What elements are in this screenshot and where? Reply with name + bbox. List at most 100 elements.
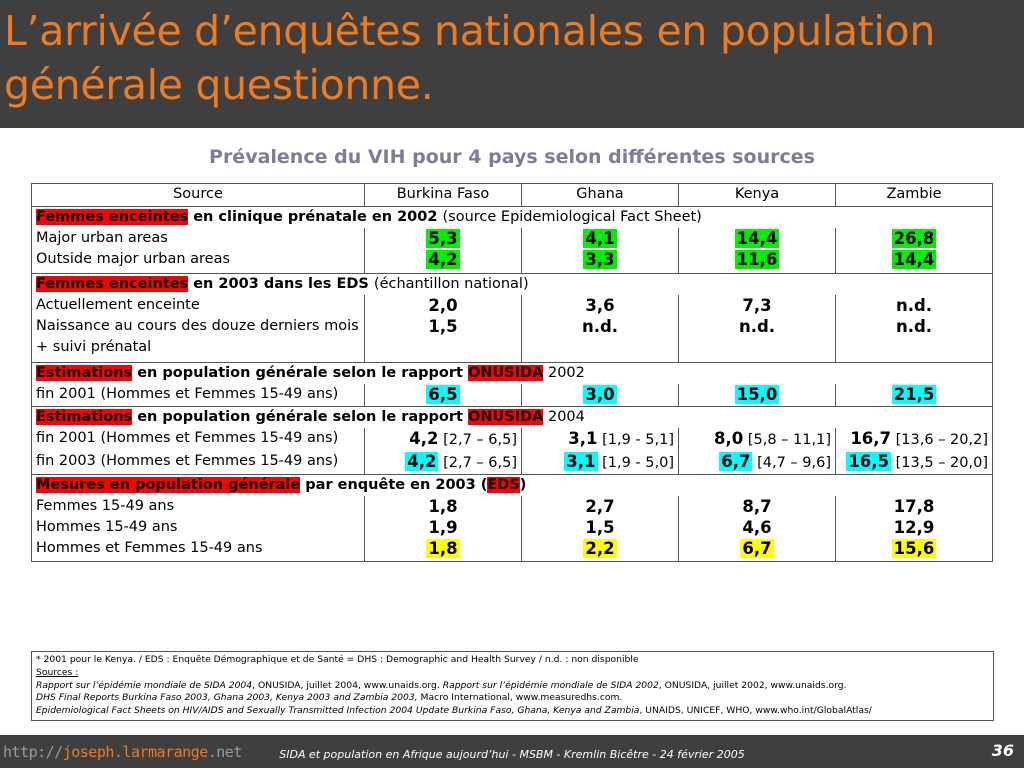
cell-value: 16,5 [846, 452, 892, 471]
footnotes: * 2001 pour le Kenya. / EDS : Enquête Dé… [31, 651, 994, 721]
row-label: Actuellement enceinte [31, 295, 365, 316]
section-highlight: Mesures en population générale [36, 477, 301, 493]
cell-range: [1,9 - 5,1] [597, 432, 674, 448]
cell-value: 14,4 [891, 250, 937, 269]
cell-value: 2,2 [583, 539, 617, 558]
row-label: fin 2003 (Hommes et Femmes 15-49 ans) [31, 451, 365, 475]
col-header-ghana: Ghana [521, 183, 679, 207]
section-highlight: Femmes enceintes [36, 209, 189, 225]
cell-value: 1,9 [364, 517, 522, 538]
row-label: Outside major urban areas [31, 249, 365, 274]
cell-value: 1,8 [426, 539, 460, 558]
cell-value: 4,1 [583, 229, 617, 248]
cell-range: [2,7 – 6,5] [438, 455, 517, 471]
page-number: 36 [991, 741, 1014, 760]
cell-value: 3,1 [564, 452, 598, 471]
sources-label: Sources : [36, 666, 79, 678]
cell-value: 16,7 [850, 429, 892, 448]
cell-value: 17,8 [835, 496, 993, 517]
cell-value: 11,6 [734, 250, 780, 269]
cell-value: n.d. [835, 295, 993, 316]
cell-range: [2,7 – 6,5] [438, 432, 517, 448]
cell-value: 6,5 [426, 385, 460, 404]
section-highlight-source: ONUSIDA [468, 365, 544, 381]
cell-range: [13,5 – 20,0] [891, 455, 988, 471]
cell-value: 1,5 [521, 517, 679, 538]
section-highlight: Estimations [36, 409, 133, 425]
cell-value: 3,3 [583, 250, 617, 269]
footer-text: SIDA et population en Afrique aujourd’hu… [279, 748, 745, 761]
table-row: Actuellement enceinte 2,0 3,6 7,3 n.d. [31, 295, 993, 316]
cell-value: 7,3 [678, 295, 836, 316]
row-label: Hommes et Femmes 15-49 ans [31, 538, 365, 562]
col-header-kenya: Kenya [678, 183, 836, 207]
section-close: ) [519, 477, 527, 493]
row-label: Femmes 15-49 ans [31, 496, 365, 517]
cell-value: 2,0 [364, 295, 522, 316]
cell-value: 5,3 [426, 229, 460, 248]
cell-range: [4,7 – 9,6] [752, 455, 831, 471]
cell-value: 4,2 [405, 452, 439, 471]
cell-value: 12,9 [835, 517, 993, 538]
section-header: Femmes enceintes en clinique prénatale e… [31, 206, 993, 228]
table-row: Major urban areas 5,3 4,1 14,4 26,8 [31, 228, 993, 249]
cell-value: 4,2 [409, 429, 439, 448]
cell-value: 1,5 [364, 316, 522, 363]
row-label: fin 2001 (Hommes et Femmes 15-49 ans) [31, 384, 365, 407]
section-header: Estimations en population générale selon… [31, 362, 993, 384]
footer-bar [0, 735, 1024, 768]
cell-range: [5,8 – 11,1] [743, 432, 831, 448]
row-label: fin 2001 (Hommes et Femmes 15-49 ans) [31, 428, 365, 451]
col-header-zambie: Zambie [835, 183, 993, 207]
table-row: Hommes et Femmes 15-49 ans 1,8 2,2 6,7 1… [31, 538, 993, 562]
section-header: Mesures en population générale par enquê… [31, 474, 993, 496]
table-row: Hommes 15-49 ans 1,9 1,5 4,6 12,9 [31, 517, 993, 538]
table-row: Femmes 15-49 ans 1,8 2,7 8,7 17,8 [31, 496, 993, 517]
section-highlight-source: EDS [487, 477, 520, 493]
cell-value: 3,0 [583, 385, 617, 404]
col-header-burkina: Burkina Faso [364, 183, 522, 207]
table-row: Outside major urban areas 4,2 3,3 11,6 1… [31, 249, 993, 274]
cell-range: [1,9 - 5,0] [597, 455, 674, 471]
section-highlight: Estimations [36, 365, 133, 381]
cell-value: 14,4 [734, 229, 780, 248]
col-header-source: Source [31, 183, 365, 207]
cell-value: 26,8 [891, 229, 937, 248]
cell-value: 8,7 [678, 496, 836, 517]
row-label: Hommes 15-49 ans [31, 517, 365, 538]
source-line: Epidemiological Fact Sheets on HIV/AIDS … [36, 705, 872, 717]
source-line: Rapport sur l’épidémie mondiale de SIDA … [36, 679, 847, 691]
section-header: Estimations en population générale selon… [31, 406, 993, 428]
cell-value: 21,5 [891, 385, 937, 404]
section-note: (source Epidemiological Fact Sheet) [442, 209, 702, 225]
footnote-line: * 2001 pour le Kenya. / EDS : Enquête Dé… [36, 654, 639, 665]
section-header: Femmes enceintes en 2003 dans les EDS (é… [31, 273, 993, 295]
section-title: en population générale selon le rapport [132, 409, 469, 425]
section-title: en population générale selon le rapport [132, 365, 469, 381]
table-row: fin 2001 (Hommes et Femmes 15-49 ans) 6,… [31, 384, 993, 407]
site-url[interactable]: http://joseph.larmarange.net [3, 743, 242, 761]
cell-value: 3,1 [568, 429, 598, 448]
prevalence-table: Source Burkina Faso Ghana Kenya Zambie F… [31, 183, 993, 562]
cell-value: 4,2 [426, 250, 460, 269]
section-year: 2004 [543, 409, 585, 425]
table-row: fin 2003 (Hommes et Femmes 15-49 ans) 4,… [31, 451, 993, 475]
title-bar: L’arrivée d’enquêtes nationales en popul… [0, 0, 1024, 128]
row-label: Naissance au cours des douze derniers mo… [31, 316, 365, 363]
section-title: en clinique prénatale en 2002 [188, 209, 443, 225]
section-title: par enquête en 2003 ( [300, 477, 488, 493]
cell-value: n.d. [521, 316, 679, 363]
cell-value: n.d. [678, 316, 836, 363]
row-label: Major urban areas [31, 228, 365, 249]
section-highlight: Femmes enceintes [36, 276, 189, 292]
section-highlight-source: ONUSIDA [468, 409, 544, 425]
section-year: 2002 [543, 365, 585, 381]
section-title: en 2003 dans les EDS [188, 276, 374, 292]
cell-value: n.d. [835, 316, 993, 363]
table-row: Naissance au cours des douze derniers mo… [31, 316, 993, 363]
table-subtitle: Prévalence du VIH pour 4 pays selon diff… [209, 146, 815, 168]
cell-value: 15,6 [891, 539, 937, 558]
cell-value: 8,0 [714, 429, 744, 448]
section-note: (échantillon national) [373, 276, 529, 292]
cell-value: 6,7 [719, 452, 753, 471]
